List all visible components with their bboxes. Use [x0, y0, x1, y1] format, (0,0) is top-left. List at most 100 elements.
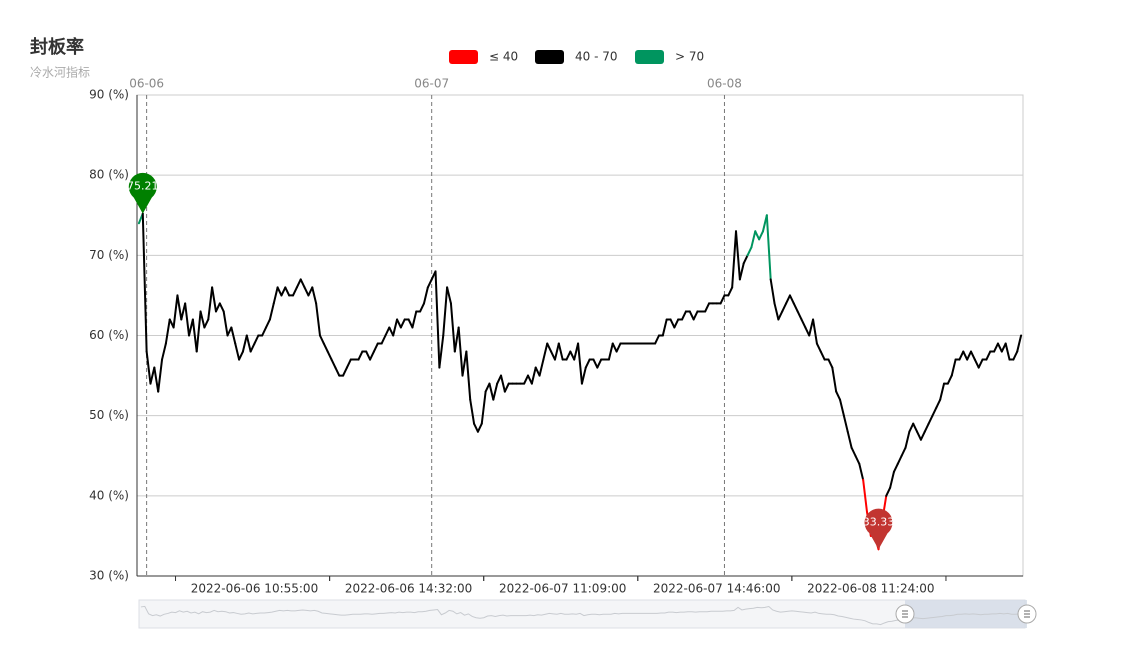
- line-segment: [280, 286, 287, 297]
- line-segment: [334, 366, 341, 377]
- line-segment: [896, 454, 903, 465]
- line-segment: [977, 358, 984, 369]
- line-segment: [788, 294, 795, 305]
- day-label: 06-08: [707, 77, 742, 91]
- line-segment: [842, 414, 849, 433]
- day-label: 06-07: [414, 77, 449, 91]
- line-segment: [669, 318, 676, 329]
- mark-pin: [128, 172, 157, 214]
- line-segment: [580, 366, 587, 385]
- line-segment: [396, 318, 402, 329]
- line-segment: [831, 366, 838, 393]
- line-segment: [673, 318, 680, 329]
- line-segment: [950, 358, 957, 377]
- y-tick-label: 60 (%): [89, 328, 129, 342]
- line-segment: [681, 310, 687, 321]
- legend-swatch: [449, 50, 478, 64]
- line-segment: [993, 342, 999, 353]
- line-segment: [592, 358, 599, 369]
- line-segment: [557, 342, 564, 361]
- line-segment: [153, 366, 160, 393]
- line-segment: [157, 358, 164, 393]
- line-segment: [272, 286, 279, 305]
- line-segment: [292, 286, 298, 297]
- legend-label: ≤ 40: [489, 50, 518, 64]
- line-segment: [176, 294, 183, 321]
- line-segment: [596, 358, 603, 369]
- line-segment: [284, 286, 291, 297]
- line-segment: [704, 302, 711, 313]
- line-segment: [330, 358, 337, 369]
- data-zoom-track[interactable]: [138, 599, 1026, 629]
- line-segment: [503, 382, 510, 393]
- line-segment: [777, 310, 784, 321]
- line-segment: [958, 350, 965, 361]
- line-segment: [854, 454, 861, 465]
- line-segment: [203, 318, 210, 329]
- line-segment: [727, 286, 734, 297]
- line-segment: [523, 374, 529, 385]
- line-segment: [846, 430, 853, 449]
- line-segment: [473, 422, 479, 433]
- line-segment: [931, 406, 938, 417]
- day-label: 06-06: [129, 77, 164, 91]
- mark-label: 75.21: [127, 180, 159, 193]
- line-segment: [1016, 334, 1023, 353]
- line-segment: [253, 334, 260, 345]
- line-segment: [488, 382, 495, 401]
- line-segment: [835, 390, 842, 401]
- legend-label: > 70: [675, 50, 704, 64]
- line-segment: [214, 302, 221, 313]
- line-segment: [311, 286, 318, 305]
- x-tick-label: 2022-06-06 14:32:00: [345, 582, 472, 596]
- line-segment: [315, 302, 321, 337]
- line-segment: [754, 230, 761, 241]
- line-segment: [773, 302, 780, 321]
- line-segment: [469, 398, 476, 425]
- line-segment: [438, 334, 445, 369]
- y-tick-label: 80 (%): [89, 168, 129, 182]
- line-segment: [908, 422, 915, 433]
- line-segment: [611, 342, 618, 353]
- line-segment: [785, 294, 791, 305]
- line-segment: [923, 422, 930, 433]
- line-segment: [245, 334, 252, 353]
- line-segment: [238, 350, 244, 361]
- line-segment: [380, 334, 387, 345]
- line-segment: [434, 270, 441, 369]
- line-segment: [912, 422, 919, 433]
- line-segment: [839, 398, 845, 417]
- line-segment: [342, 366, 348, 377]
- line-segment: [985, 350, 992, 361]
- line-segment: [476, 422, 483, 433]
- line-segment: [446, 286, 452, 305]
- line-segment: [808, 318, 815, 337]
- line-segment: [357, 350, 364, 361]
- line-segment: [654, 334, 660, 345]
- line-segment: [211, 286, 217, 313]
- line-segment: [1012, 350, 1019, 361]
- line-segment: [268, 302, 275, 321]
- line-segment: [781, 302, 788, 313]
- line-segment: [819, 350, 826, 361]
- line-segment: [530, 366, 537, 385]
- zoom-preview: [140, 605, 1024, 626]
- line-segment: [735, 230, 741, 281]
- line-segment: [161, 342, 167, 361]
- line-segment: [164, 318, 171, 345]
- line-segment: [962, 350, 969, 361]
- line-segment: [500, 374, 506, 393]
- y-tick-label: 90 (%): [89, 88, 129, 102]
- line-segment: [966, 350, 972, 361]
- line-segment: [303, 286, 310, 297]
- line-segment: [796, 310, 803, 321]
- line-segment: [935, 398, 942, 409]
- line-segment: [1004, 342, 1011, 361]
- line-segment: [850, 446, 857, 457]
- line-segment: [889, 470, 895, 489]
- line-segment: [607, 342, 614, 361]
- line-segment: [249, 342, 256, 353]
- mark-label: 33.33: [863, 515, 895, 528]
- line-segment: [892, 462, 899, 473]
